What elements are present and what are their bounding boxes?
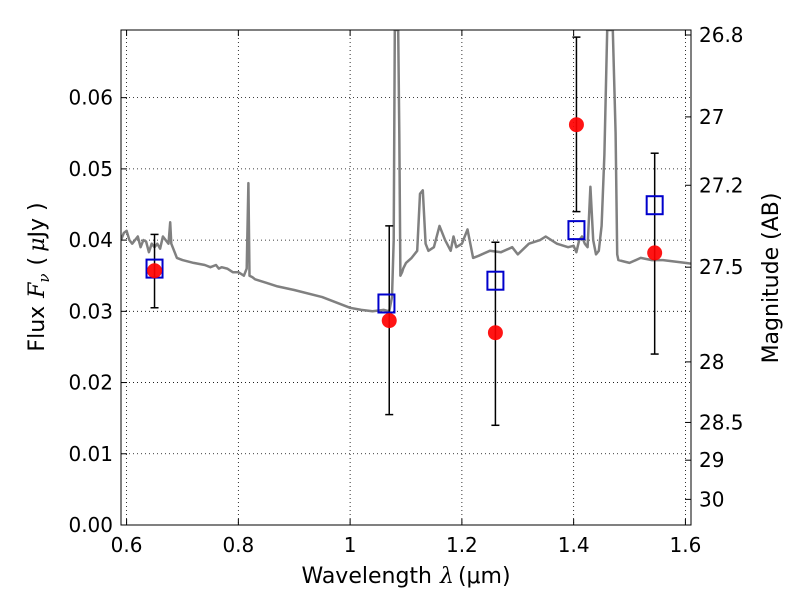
y2-tick-label: 30	[699, 487, 724, 511]
y2-tick-label: 26.8	[699, 23, 744, 47]
plot-frame	[120, 29, 692, 526]
x-tick-label: 1	[344, 533, 357, 557]
x-tick-label: 1.4	[558, 533, 590, 557]
axis-ticks: 0.6 0.8 1 1.2 1.4 1.6 0.00 0.01 0.02 0.03 0.04 0.05…	[68, 23, 743, 557]
y-axis-label-unit: Jy )	[25, 202, 50, 239]
model-square-point	[567, 220, 586, 241]
y-tick-label: 0.02	[68, 371, 113, 395]
model-square-point	[486, 270, 505, 291]
x-axis-label: Wavelength λ (μm)	[301, 564, 510, 589]
x-tick-label: 1.2	[446, 533, 478, 557]
y2-tick-label: 28.5	[699, 410, 744, 434]
x-axis-label-symbol: λ	[439, 564, 454, 589]
y-tick-label: 0.04	[68, 228, 113, 252]
observed-point	[647, 245, 663, 261]
y2-tick-label: 29	[699, 448, 724, 472]
y-tick-label: 0.01	[68, 442, 113, 466]
y-tick-label: 0.06	[68, 86, 113, 110]
y-tick-label: 0.00	[68, 513, 113, 537]
y2-tick-label: 27.2	[699, 173, 744, 197]
y2-axis-label: Magnitude (AB)	[759, 193, 784, 364]
y-axis-label-subscript: ν	[35, 273, 53, 282]
y-axis-label-symbol: F	[25, 282, 50, 299]
x-axis-label-unit: (μm)	[458, 564, 511, 589]
y2-tick-label: 27.5	[699, 255, 744, 279]
y-axis-label-mu: μ	[25, 238, 50, 252]
y-axis-label-open: (	[25, 257, 50, 266]
x-tick-label: 0.6	[111, 533, 143, 557]
model-square-point	[377, 293, 396, 314]
y-axis-label: Flux Fν ( μJy )	[25, 202, 53, 351]
observed-point	[381, 313, 397, 329]
x-axis-label-prefix: Wavelength	[301, 564, 432, 589]
model-spectrum	[121, 30, 691, 313]
y2-tick-label: 27	[699, 105, 724, 129]
spectrum-line	[121, 30, 691, 313]
grid	[121, 30, 691, 525]
y-axis-label-prefix: Flux	[25, 306, 50, 352]
y2-tick-label: 28	[699, 350, 724, 374]
observed-point	[147, 263, 163, 279]
y-tick-label: 0.03	[68, 299, 113, 323]
observed-point	[568, 117, 584, 133]
observed-point	[487, 325, 503, 341]
y-tick-label: 0.05	[68, 157, 113, 181]
x-tick-label: 1.6	[670, 533, 702, 557]
observed-photometry	[147, 117, 663, 341]
x-tick-label: 0.8	[222, 533, 254, 557]
model-square-point	[645, 195, 664, 216]
